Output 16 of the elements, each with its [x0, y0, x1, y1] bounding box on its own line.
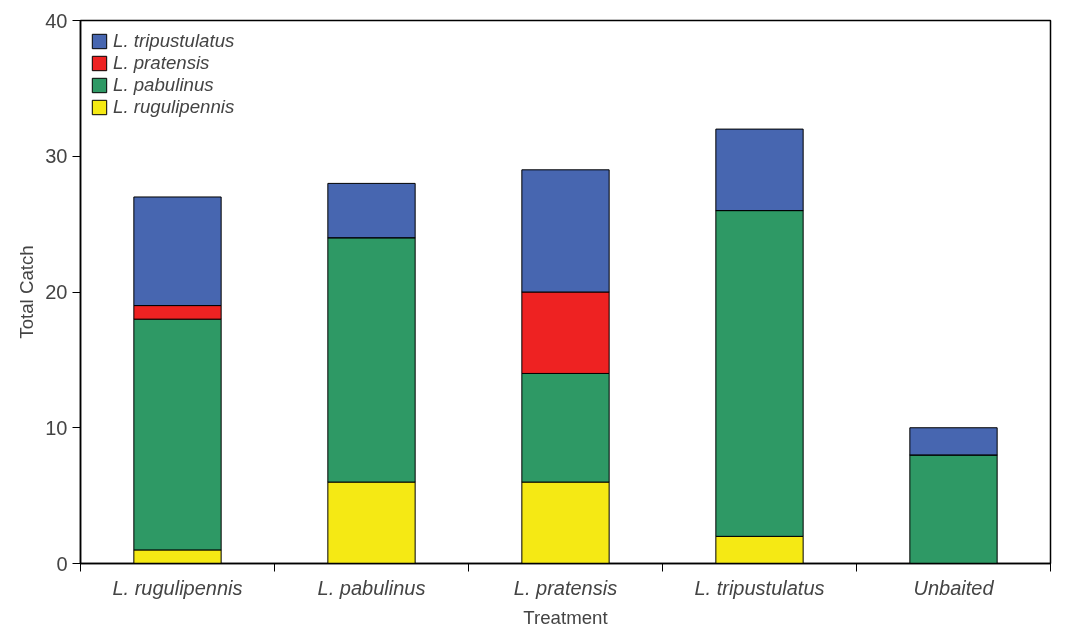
- x-tick-label: L. tripustulatus: [694, 576, 825, 599]
- y-axis-title: Total Catch: [16, 245, 38, 339]
- legend-label: L. pabulinus: [113, 74, 214, 96]
- legend-label: L. pratensis: [113, 52, 210, 74]
- x-tick-label: Unbaited: [913, 576, 995, 599]
- y-tick-label: 30: [45, 145, 68, 168]
- x-tick-label: L. pabulinus: [317, 576, 426, 599]
- legend-label: L. rugulipennis: [113, 96, 235, 118]
- y-tick-label: 0: [56, 552, 68, 575]
- x-axis-title: Treatment: [523, 606, 609, 628]
- legend-label: L. tripustulatus: [113, 30, 235, 52]
- x-tick-label: L. rugulipennis: [112, 576, 243, 599]
- y-tick-label: 20: [45, 281, 68, 303]
- y-tick-label: 10: [45, 416, 68, 439]
- y-tick-label: 40: [45, 9, 68, 32]
- x-tick-label: L. pratensis: [513, 576, 618, 599]
